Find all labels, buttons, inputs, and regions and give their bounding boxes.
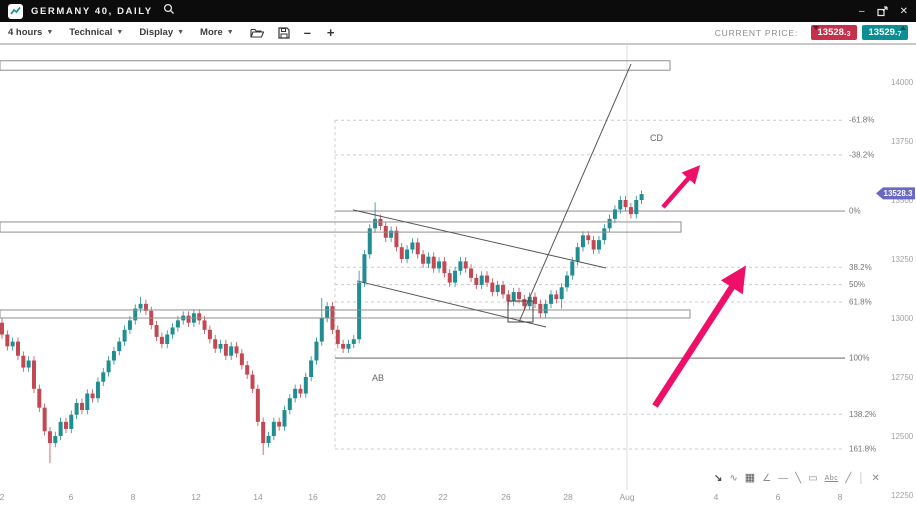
grid-tool[interactable]: ▦	[744, 472, 756, 484]
sell-price-button[interactable]: 13528. 3	[811, 25, 857, 40]
display-dropdown[interactable]: Display ▼	[139, 27, 185, 38]
text-tool[interactable]: Abc	[824, 475, 839, 482]
timeframe-dropdown[interactable]: 4 hours ▼	[8, 27, 54, 38]
chevron-down-icon: ▼	[46, 29, 54, 36]
line-tool[interactable]: ╱	[845, 472, 852, 484]
svg-text:26: 26	[501, 492, 511, 502]
chart-canvas[interactable]: -61.8% -38.2% 0% 38.2% 50% 61.8% 100% 138.2% 161…	[0, 45, 916, 517]
search-icon[interactable]	[163, 2, 175, 20]
svg-text:6: 6	[69, 492, 74, 502]
svg-text:Aug: Aug	[619, 492, 634, 502]
toolbar-separator: │	[858, 472, 865, 484]
window-title: GERMANY 40, DAILY	[31, 5, 153, 17]
open-folder-icon[interactable]	[250, 27, 264, 39]
sell-arrow-icon	[813, 26, 819, 30]
svg-text:13750: 13750	[891, 137, 914, 146]
buy-price-button[interactable]: 13529. 7	[862, 25, 908, 40]
svg-text:12500: 12500	[891, 432, 914, 441]
delete-tool[interactable]: ✕	[871, 472, 880, 484]
cursor-tool[interactable]: ↘	[714, 472, 723, 484]
svg-text:6: 6	[776, 492, 781, 502]
svg-text:13000: 13000	[891, 314, 914, 323]
svg-text:12: 12	[191, 492, 201, 502]
close-button[interactable]: ✕	[899, 5, 908, 17]
svg-text:22: 22	[438, 492, 448, 502]
svg-text:61.8%: 61.8%	[849, 297, 872, 306]
chevron-down-icon: ▼	[226, 29, 234, 36]
trendline-tool[interactable]: ╲	[795, 472, 802, 484]
svg-text:13250: 13250	[891, 255, 914, 264]
popout-icon[interactable]	[877, 5, 888, 17]
svg-text:13500: 13500	[891, 196, 914, 205]
svg-text:20: 20	[376, 492, 386, 502]
svg-text:14: 14	[253, 492, 263, 502]
drawing-toolbar: ↘ ∿ ▦ ∠ — ╲ ▭ Abc ╱ │ ✕	[714, 473, 880, 484]
price-chart[interactable]: -61.8%-38.2%0%38.2%50%61.8%100%138.2%161…	[0, 45, 916, 517]
zoom-out-button[interactable]: –	[303, 25, 311, 40]
chevron-down-icon: ▼	[116, 29, 124, 36]
more-dropdown[interactable]: More ▼	[200, 27, 234, 38]
svg-text:13528.3: 13528.3	[884, 189, 913, 198]
svg-text:28: 28	[563, 492, 573, 502]
fan-lines-tool[interactable]: ∠	[762, 472, 772, 484]
technical-dropdown[interactable]: Technical ▼	[69, 27, 124, 38]
svg-text:2: 2	[0, 492, 5, 502]
titlebar: GERMANY 40, DAILY – ✕	[0, 0, 916, 22]
svg-text:16: 16	[308, 492, 318, 502]
buy-arrow-icon	[900, 26, 906, 30]
svg-text:-61.8%: -61.8%	[849, 116, 874, 125]
svg-text:4: 4	[714, 492, 719, 502]
minimize-button[interactable]: –	[859, 5, 865, 17]
svg-text:AB: AB	[372, 373, 384, 383]
svg-text:14000: 14000	[891, 78, 914, 87]
horizontal-line-tool[interactable]: —	[778, 472, 789, 484]
save-icon[interactable]	[278, 26, 290, 39]
svg-text:-38.2%: -38.2%	[849, 150, 874, 159]
chart-toolbar: 4 hours ▼ Technical ▼ Display ▼ More ▼ – + C…	[0, 22, 916, 45]
svg-text:38.2%: 38.2%	[849, 263, 872, 272]
svg-text:161.8%: 161.8%	[849, 444, 876, 453]
chart-logo-icon	[8, 3, 23, 19]
chevron-down-icon: ▼	[177, 29, 185, 36]
svg-text:50%: 50%	[849, 280, 865, 289]
svg-text:138.2%: 138.2%	[849, 410, 876, 419]
svg-text:8: 8	[838, 492, 843, 502]
rectangle-tool[interactable]: ▭	[808, 472, 818, 484]
svg-text:8: 8	[131, 492, 136, 502]
svg-text:12750: 12750	[891, 373, 914, 382]
current-price-label: CURRENT PRICE:	[714, 27, 798, 38]
svg-text:100%: 100%	[849, 354, 869, 363]
curve-tool[interactable]: ∿	[729, 472, 738, 484]
svg-text:CD: CD	[650, 133, 663, 143]
zoom-in-button[interactable]: +	[326, 25, 335, 40]
svg-text:0%: 0%	[849, 207, 861, 216]
svg-text:12250: 12250	[891, 491, 914, 500]
